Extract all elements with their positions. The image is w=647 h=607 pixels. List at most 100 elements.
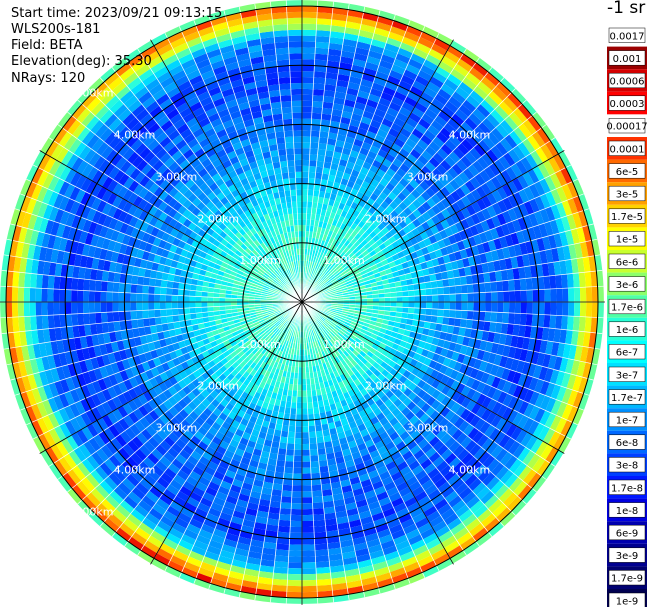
gate [425,228,434,238]
gate [112,282,120,293]
gate [343,246,350,254]
gate [545,249,554,264]
gate [517,174,529,190]
gate [460,195,472,208]
gate [537,162,550,179]
gate [395,53,411,64]
gate [431,214,441,225]
gate [361,18,378,28]
gate [316,442,326,450]
gate [367,50,383,60]
gate [423,176,434,188]
gate [30,273,38,289]
gate [305,237,309,244]
gate [490,281,498,293]
gate [345,267,352,273]
gate [24,272,32,288]
gate [450,68,466,82]
gate [331,260,338,267]
gate [481,153,494,167]
gate [445,244,454,255]
ray-separator [301,10,381,303]
gate [527,135,541,151]
gate [353,217,362,226]
gate [287,573,302,581]
gate [338,280,346,286]
gate [171,295,178,302]
gate [411,107,425,119]
gate [550,204,561,220]
gate [503,302,510,313]
gate [478,232,488,244]
gate [530,265,538,278]
gate [327,132,338,140]
gate [384,297,391,302]
gate [378,297,385,302]
gate [384,43,400,54]
gate [302,17,317,25]
gate [359,246,367,254]
gate [18,316,26,332]
gate [336,134,347,142]
gate [412,47,429,60]
gate [458,81,474,95]
gate [289,544,302,551]
gate [302,59,315,66]
gate [435,222,445,233]
gate [578,272,586,288]
gate [320,240,326,247]
gate [41,274,49,289]
gate [481,207,492,221]
gate [340,178,349,186]
gate [431,287,438,296]
gate [412,208,422,219]
gate [549,275,557,289]
gate [302,130,311,137]
gate [319,465,329,473]
gate [513,191,524,206]
gate [333,226,340,234]
gate [422,26,440,39]
gate [436,279,444,288]
ray-12 [301,57,492,303]
gate [314,59,328,67]
gate [424,108,438,120]
ray-separator [301,124,547,303]
gate [343,225,351,233]
gate [440,197,451,209]
gate [462,99,477,113]
gate [282,484,293,492]
gate [406,278,414,286]
gate [341,273,349,279]
gate [419,289,427,296]
gate [409,236,418,246]
gate [424,281,432,289]
gate [47,275,55,289]
gate [384,302,391,307]
gate [442,278,450,288]
gate [330,163,339,171]
gate [406,91,421,103]
gate [532,112,547,128]
gate [302,195,308,202]
gate [465,134,478,148]
gate [407,284,414,291]
gate [422,268,430,277]
gate [422,59,439,72]
gate [408,307,415,314]
ray-15 [301,88,527,303]
gate [321,275,328,282]
gate [41,302,48,316]
gate [388,101,402,113]
gate [354,272,362,278]
gate [383,288,391,294]
gate [290,408,297,415]
gate [436,211,446,223]
gate [366,56,381,66]
gate [384,153,396,163]
gate [314,220,320,227]
gate [386,37,402,48]
gate [461,284,468,294]
gate [317,280,323,286]
gate [449,179,460,191]
